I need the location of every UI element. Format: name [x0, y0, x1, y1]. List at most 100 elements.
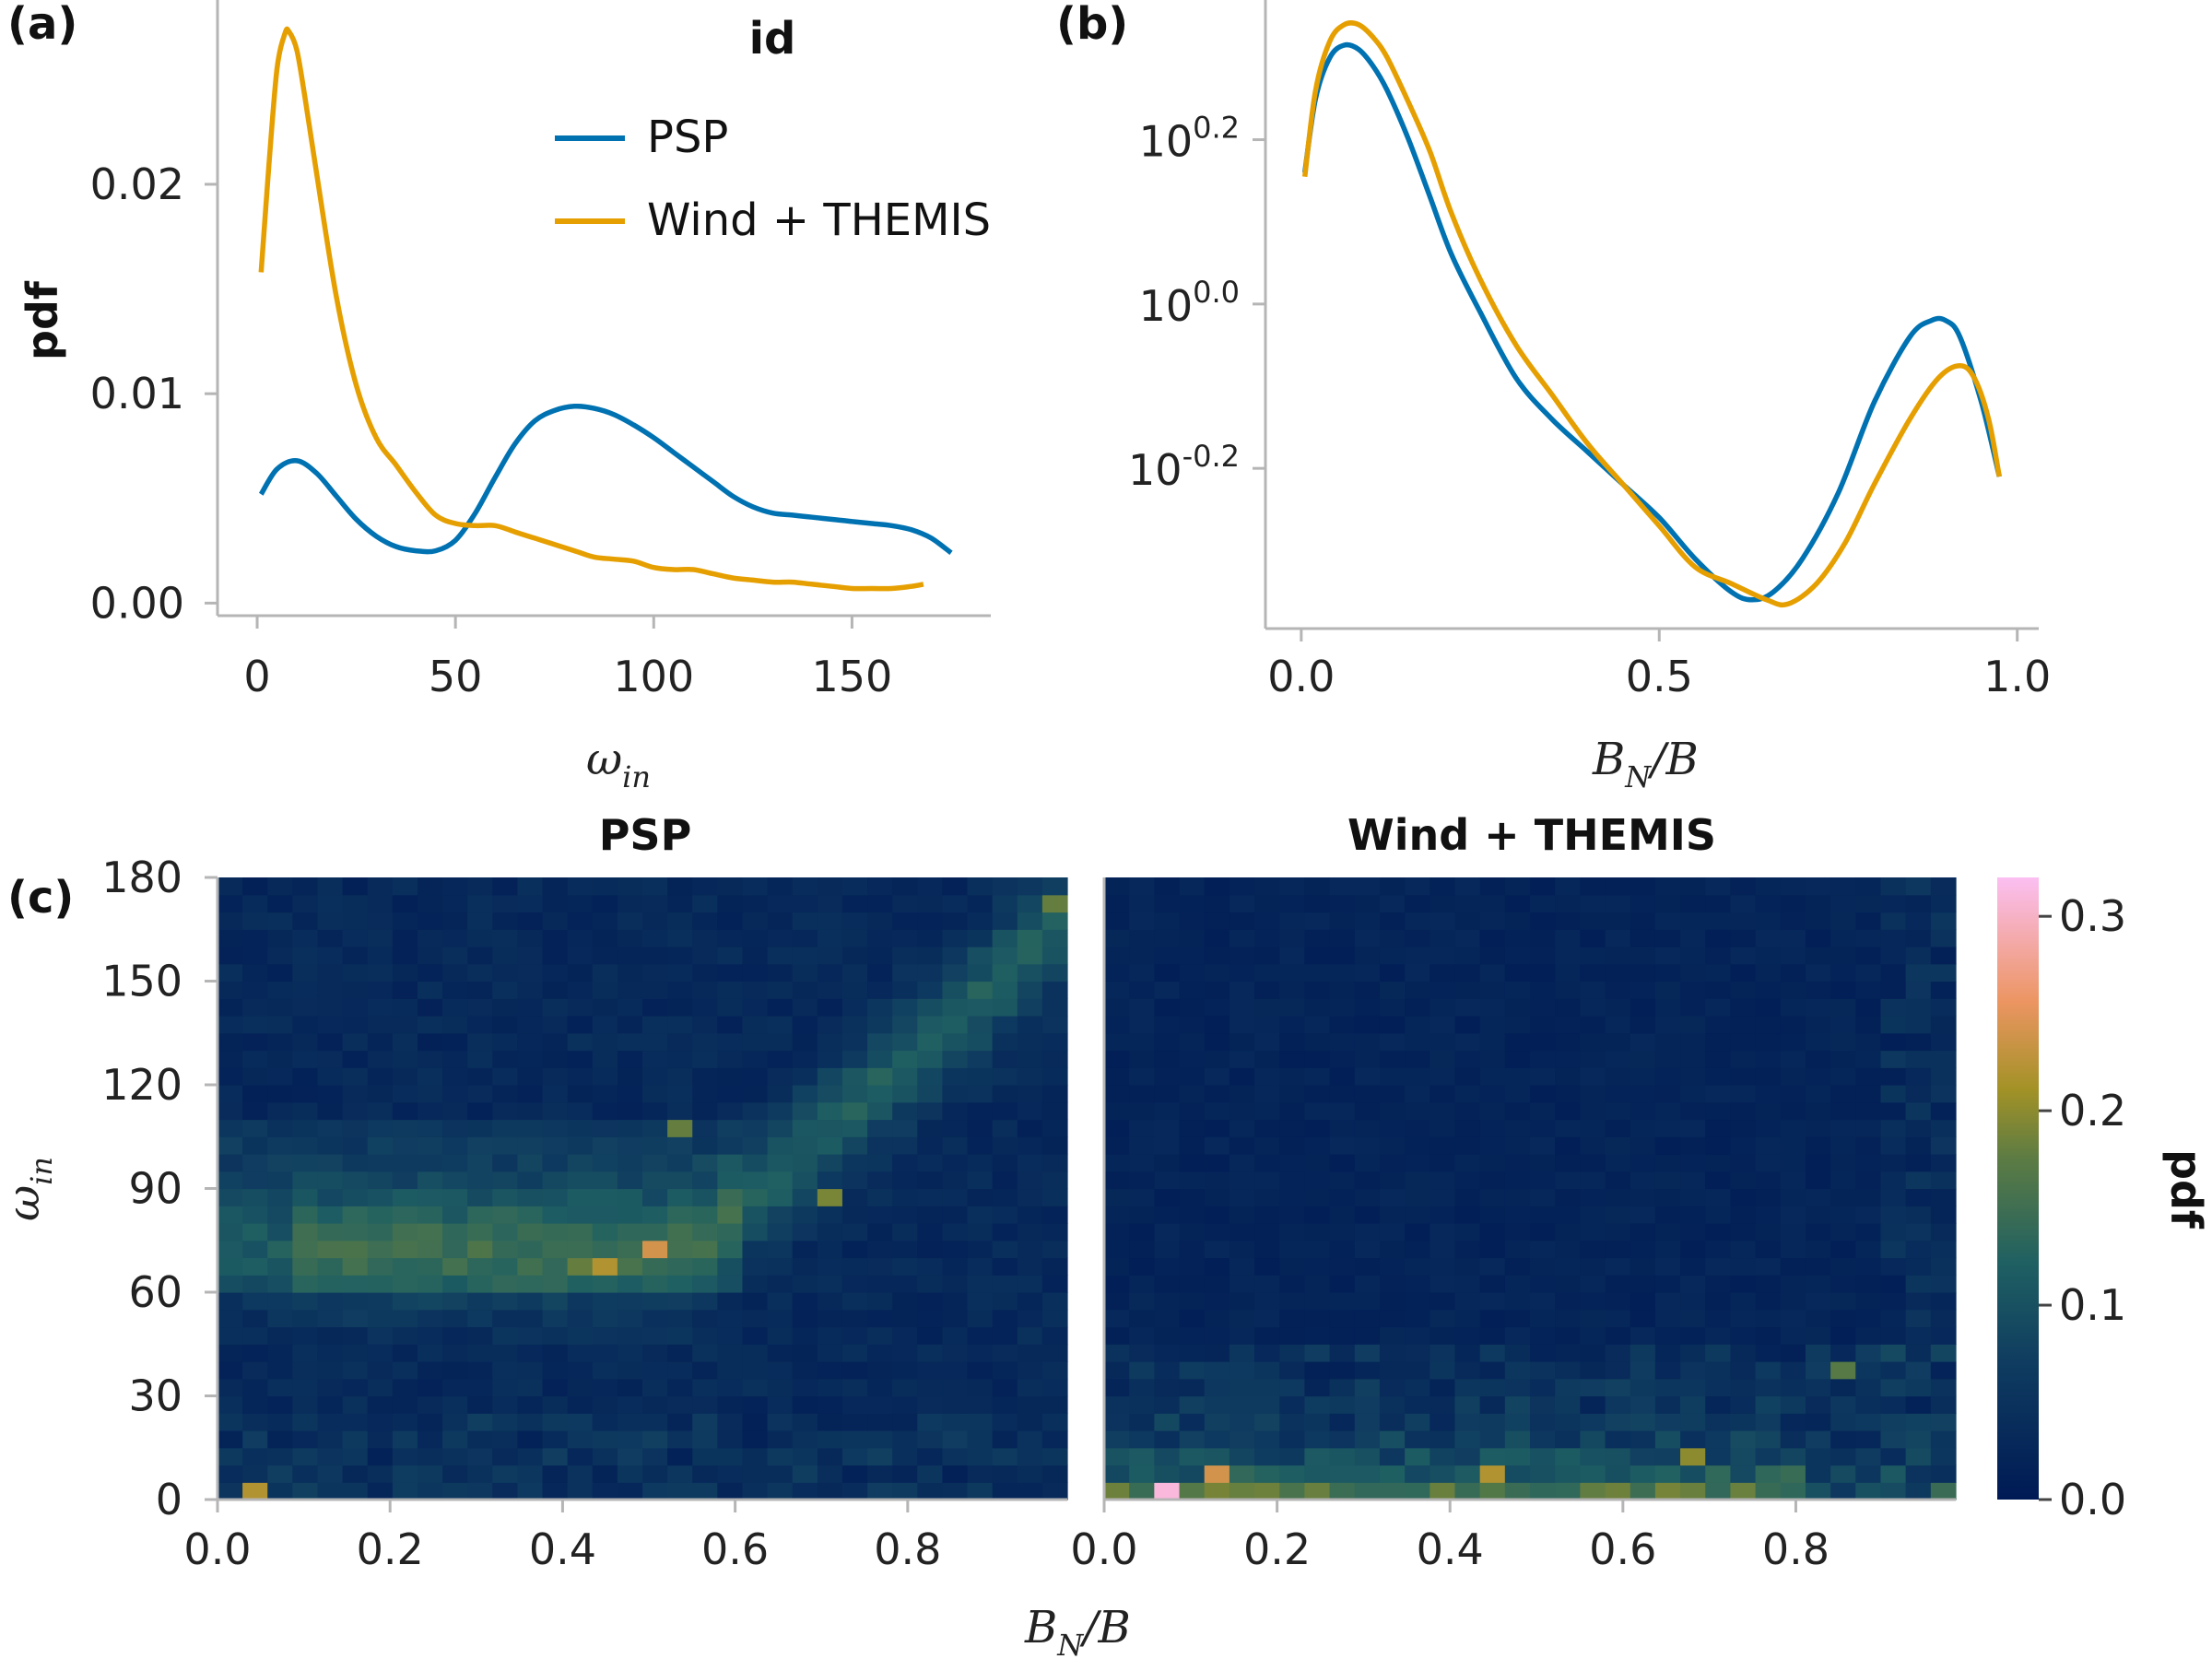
heatmap-cell: [1017, 1223, 1043, 1241]
heatmap-cell: [1530, 1361, 1556, 1380]
heatmap-cell: [592, 1465, 618, 1483]
heatmap-cell: [417, 877, 443, 896]
heatmap-cell: [742, 894, 769, 913]
heatmap-cell: [1605, 929, 1631, 947]
heatmap-cell: [867, 1171, 893, 1190]
heatmap-cell: [1329, 1154, 1356, 1172]
heatmap-cell: [642, 1465, 668, 1483]
heatmap-cell: [342, 1188, 369, 1206]
heatmap-cell: [1755, 963, 1782, 982]
heatmap-cell: [467, 1223, 493, 1241]
heatmap-cell: [1705, 1171, 1732, 1190]
heatmap-cell: [1154, 1465, 1181, 1483]
heatmap-cell: [1780, 1482, 1806, 1500]
heatmap-cell: [1479, 1361, 1506, 1380]
heatmap-cell: [1530, 929, 1556, 947]
heatmap-cell: [1279, 1257, 1306, 1276]
heatmap-cell: [1454, 1430, 1481, 1449]
heatmap-cell: [642, 1344, 668, 1362]
heatmap-cell: [492, 1067, 519, 1086]
heatmap-cell: [1229, 1206, 1255, 1224]
heatmap-cell: [392, 877, 418, 896]
heatmap-cell: [1555, 894, 1581, 913]
heatmap-cell: [817, 1050, 843, 1068]
heatmap-cell: [492, 1292, 519, 1311]
heatmap-cell: [817, 1136, 843, 1155]
heatmap-cell: [841, 1447, 868, 1466]
heatmap-cell: [1905, 1344, 1932, 1362]
heatmap-cell: [1104, 1050, 1130, 1068]
heatmap-cell: [1805, 1188, 1831, 1206]
heatmap-cell: [1705, 1361, 1732, 1380]
heatmap-cell: [1179, 998, 1206, 1017]
heatmap-cell: [1017, 947, 1043, 965]
heatmap-cell: [317, 1067, 344, 1086]
heatmap-cell: [1680, 1101, 1706, 1121]
heatmap-cell: [1229, 929, 1255, 947]
heatmap-cell: [367, 1413, 394, 1431]
heatmap-ytick-label: 60: [128, 1267, 182, 1317]
heatmap-cell: [567, 1292, 594, 1311]
heatmap-cell: [617, 1032, 643, 1052]
heatmap-cell: [1930, 1032, 1957, 1052]
heatmap-cell: [1304, 912, 1331, 930]
heatmap-cell: [1354, 1206, 1381, 1224]
heatmap-cell: [1329, 1188, 1356, 1206]
heatmap-cell: [1730, 1361, 1757, 1380]
heatmap-cell: [1017, 1309, 1043, 1328]
heatmap-cell: [1129, 912, 1155, 930]
heatmap-cell: [717, 1206, 744, 1224]
heatmap-cell: [1254, 1136, 1280, 1155]
heatmap-cell: [1630, 1344, 1656, 1362]
heatmap-cell: [442, 1361, 468, 1380]
heatmap-cell: [567, 1413, 594, 1431]
heatmap-cell: [267, 1154, 293, 1172]
heatmap-cell: [1780, 1136, 1806, 1155]
legend-label-wind: Wind + THEMIS: [647, 194, 991, 246]
panel-a-xlabel: ωin: [586, 734, 651, 794]
heatmap-cell: [1279, 1395, 1306, 1414]
heatmap-cell: [1229, 912, 1255, 930]
heatmap-cell: [817, 1032, 843, 1052]
heatmap-cell: [767, 1154, 794, 1172]
heatmap-cell: [1129, 1430, 1155, 1449]
heatmap-cell: [1880, 1413, 1907, 1431]
heatmap-cell: [292, 1119, 319, 1137]
heatmap-cell: [867, 877, 893, 896]
heatmap-cell: [617, 894, 643, 913]
heatmap-cell: [692, 1344, 718, 1362]
heatmap-cell: [1254, 1119, 1280, 1137]
heatmap-cell: [1204, 1136, 1230, 1155]
heatmap-cell: [1430, 981, 1456, 999]
heatmap-cell: [817, 947, 843, 965]
heatmap-cell: [1605, 1240, 1631, 1259]
heatmap-cell: [1680, 1067, 1706, 1086]
heatmap-cell: [292, 1032, 319, 1052]
heatmap-cell: [817, 1395, 843, 1414]
heatmap-cell: [467, 1257, 493, 1276]
heatmap-cell: [817, 894, 843, 913]
heatmap-cell: [1504, 1016, 1531, 1034]
heatmap-cell: [218, 1482, 243, 1500]
heatmap-cell: [1405, 877, 1430, 896]
heatmap-cell: [218, 1378, 243, 1397]
heatmap-cell: [367, 947, 394, 965]
heatmap-cell: [542, 1292, 569, 1311]
heatmap-cell: [1830, 1119, 1856, 1137]
heatmap-cell: [792, 1309, 818, 1328]
heatmap-cell: [442, 1171, 468, 1190]
heatmap-cell: [367, 894, 394, 913]
heatmap-cell: [592, 1206, 618, 1224]
heatmap-cell: [642, 1067, 668, 1086]
heatmap-cell: [942, 1482, 969, 1500]
heatmap-cell: [1154, 1136, 1181, 1155]
heatmap-cell: [592, 998, 618, 1017]
heatmap-cell: [1830, 1309, 1856, 1328]
heatmap-cell: [1680, 1032, 1706, 1052]
heatmap-cell: [242, 1101, 268, 1121]
heatmap-cell: [667, 1309, 693, 1328]
heatmap-cell: [317, 1032, 344, 1052]
heatmap-cell: [1179, 963, 1206, 982]
heatmap-cell: [342, 1154, 369, 1172]
heatmap-cell: [1329, 1447, 1356, 1466]
